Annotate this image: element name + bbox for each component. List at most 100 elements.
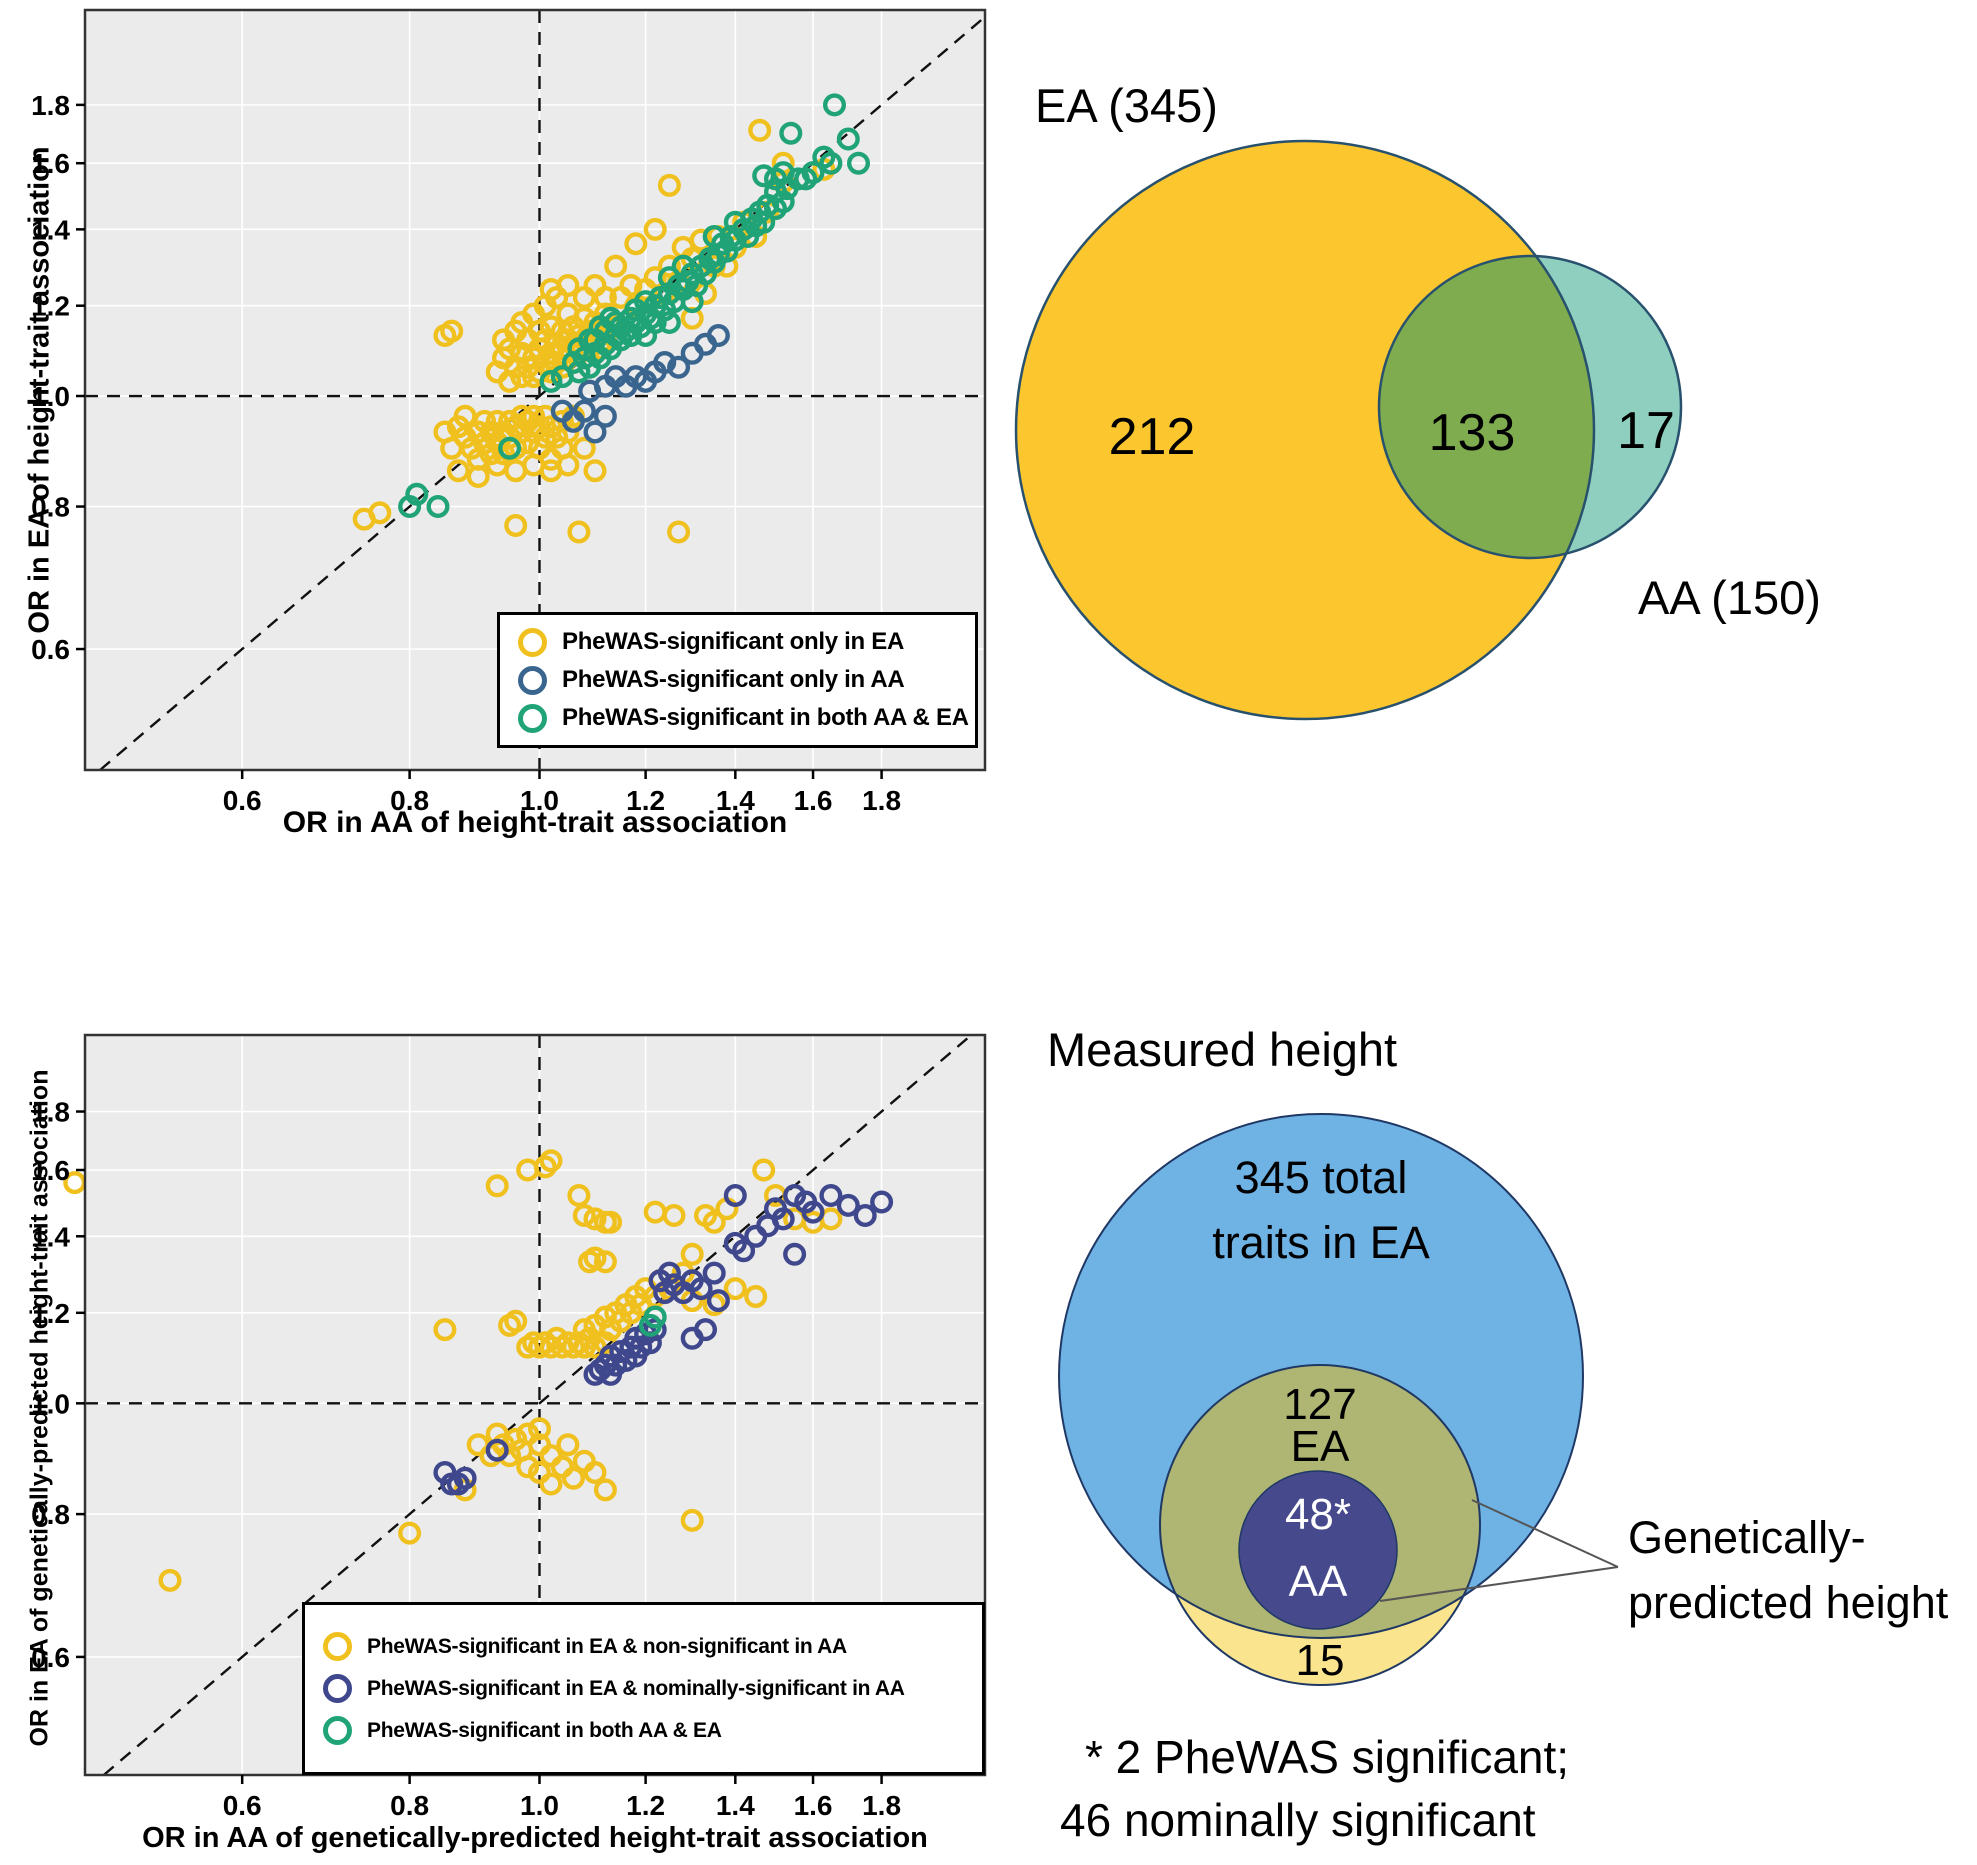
scatter-point xyxy=(583,420,607,444)
scatter-point xyxy=(368,501,392,525)
scatter-point xyxy=(847,151,871,175)
scatter-point xyxy=(870,1190,894,1214)
x-tick-label: 1.2 xyxy=(626,1790,665,1821)
series-0 xyxy=(63,1149,843,1592)
scatter-point xyxy=(624,232,648,256)
x-tick-label: 1.6 xyxy=(794,785,833,816)
scatter-point xyxy=(485,1174,509,1198)
x-tick-label: 1.4 xyxy=(716,1790,755,1821)
top-plot-legend: PheWAS-significant only in EA PheWAS-sig… xyxy=(497,612,978,748)
x-tick-label: 1.2 xyxy=(626,785,665,816)
scatter-point xyxy=(567,337,591,361)
legend-label-aa-only: PheWAS-significant only in AA xyxy=(562,666,905,693)
scatter-point xyxy=(667,520,691,544)
y-tick-label: 0.6 xyxy=(31,1642,70,1673)
x-tick-label: 1.0 xyxy=(520,1790,559,1821)
legend-item-ea-nominal: PheWAS-significant in EA & nominally-sig… xyxy=(323,1674,982,1703)
scatter-point xyxy=(561,1466,585,1490)
legend-item-ea-nonsig: PheWAS-significant in EA & non-significa… xyxy=(323,1632,982,1661)
scatter-point xyxy=(643,1318,667,1342)
scatter-point xyxy=(498,436,522,460)
scatter-point xyxy=(653,351,677,375)
scatter-point xyxy=(634,324,658,348)
series-1 xyxy=(550,324,730,444)
legend-item-aa-only: PheWAS-significant only in AA xyxy=(518,665,975,695)
scatter-point xyxy=(567,520,591,544)
scatter-point xyxy=(702,1293,726,1317)
scatter-point xyxy=(485,1438,509,1462)
scatter-point xyxy=(556,453,580,477)
scatter-point xyxy=(398,1521,422,1545)
venn1-overlap-region xyxy=(1379,256,1594,558)
scatter-point xyxy=(583,1460,607,1484)
scatter-point xyxy=(643,266,667,290)
y-tick-label: 1.0 xyxy=(31,381,70,412)
scatter-point xyxy=(723,1183,747,1207)
scatter-point xyxy=(567,1183,591,1207)
venn2-side-label-line2: predicted height xyxy=(1628,1577,1949,1628)
scatter-point xyxy=(667,355,691,379)
scatter-point xyxy=(819,1183,843,1207)
scatter-point xyxy=(779,121,803,145)
series-2 xyxy=(398,93,871,519)
venn2-nested xyxy=(1058,1113,1619,1686)
scatter-point xyxy=(466,465,490,489)
scatter-point xyxy=(604,254,628,278)
venn1-aa-label: AA (150) xyxy=(1638,571,1821,624)
scatter-point xyxy=(516,1158,540,1182)
scatter-point xyxy=(593,1250,617,1274)
scatter-point xyxy=(706,324,730,348)
scatter-point xyxy=(426,495,450,519)
x-tick-label: 1.6 xyxy=(794,1790,833,1821)
x-tick-label: 0.6 xyxy=(223,785,262,816)
scatter-point xyxy=(657,173,681,197)
legend-marker-both-icon xyxy=(518,703,547,733)
venn2-navy-label: AA xyxy=(1288,1557,1348,1606)
scatter-point xyxy=(572,1203,596,1227)
venn1-ea-only-count: 212 xyxy=(1108,408,1196,466)
legend-item-both2: PheWAS-significant in both AA & EA xyxy=(323,1716,982,1745)
venn2-footnote-line1: * 2 PheWAS significant; xyxy=(1085,1731,1570,1783)
scatter-point xyxy=(572,436,596,460)
panel-border xyxy=(83,8,987,772)
venn2-blue-text-line1: 345 total xyxy=(1234,1152,1408,1203)
scatter-point xyxy=(446,459,470,483)
scatter-point xyxy=(583,1207,607,1231)
scatter-point xyxy=(504,514,528,538)
scatter-point xyxy=(771,190,795,214)
scatter-point xyxy=(593,1478,617,1502)
scatter-point xyxy=(680,1508,704,1532)
scatter-point xyxy=(583,1246,607,1270)
y-tick-label: 1.2 xyxy=(31,1298,70,1329)
legend-marker-aa-only-icon xyxy=(518,665,547,695)
legend-item-both: PheWAS-significant in both AA & EA xyxy=(518,703,975,733)
y-tick-label: 0.8 xyxy=(31,1499,70,1530)
venn1-ea-label: EA (345) xyxy=(1035,79,1218,132)
venn2-title: Measured height xyxy=(1047,1023,1398,1076)
scatter-point xyxy=(771,1207,795,1231)
y-tick-label: 1.4 xyxy=(31,214,70,245)
legend-label-ea-nominal: PheWAS-significant in EA & nominally-sig… xyxy=(367,1676,905,1700)
y-tick-label: 0.6 xyxy=(31,634,70,665)
legend-label-both: PheWAS-significant in both AA & EA xyxy=(562,704,969,731)
scatter-point xyxy=(643,1305,667,1329)
scatter-point xyxy=(539,1472,563,1496)
scatter-point xyxy=(533,328,557,352)
scatter-point xyxy=(643,217,667,241)
scatter-point xyxy=(539,1149,563,1173)
legend-marker-ea-nominal-icon xyxy=(323,1674,352,1703)
scatter-point xyxy=(702,1261,726,1285)
venn2-navy-circle xyxy=(1238,1470,1398,1630)
scatter-point xyxy=(836,127,860,151)
scatter-point xyxy=(801,161,825,185)
scatter-point xyxy=(528,1460,552,1484)
venn1-aa-only-count: 17 xyxy=(1617,402,1675,460)
y-tick-label: 1.6 xyxy=(31,148,70,179)
legend-marker-ea-nonsig-icon xyxy=(323,1632,352,1661)
y-tick-label: 1.2 xyxy=(31,291,70,322)
x-tick-label: 1.4 xyxy=(716,785,755,816)
scatter-point xyxy=(823,93,847,117)
scatter-point xyxy=(748,118,772,142)
panel-border xyxy=(83,1033,987,1777)
scatter-point xyxy=(836,1193,860,1217)
